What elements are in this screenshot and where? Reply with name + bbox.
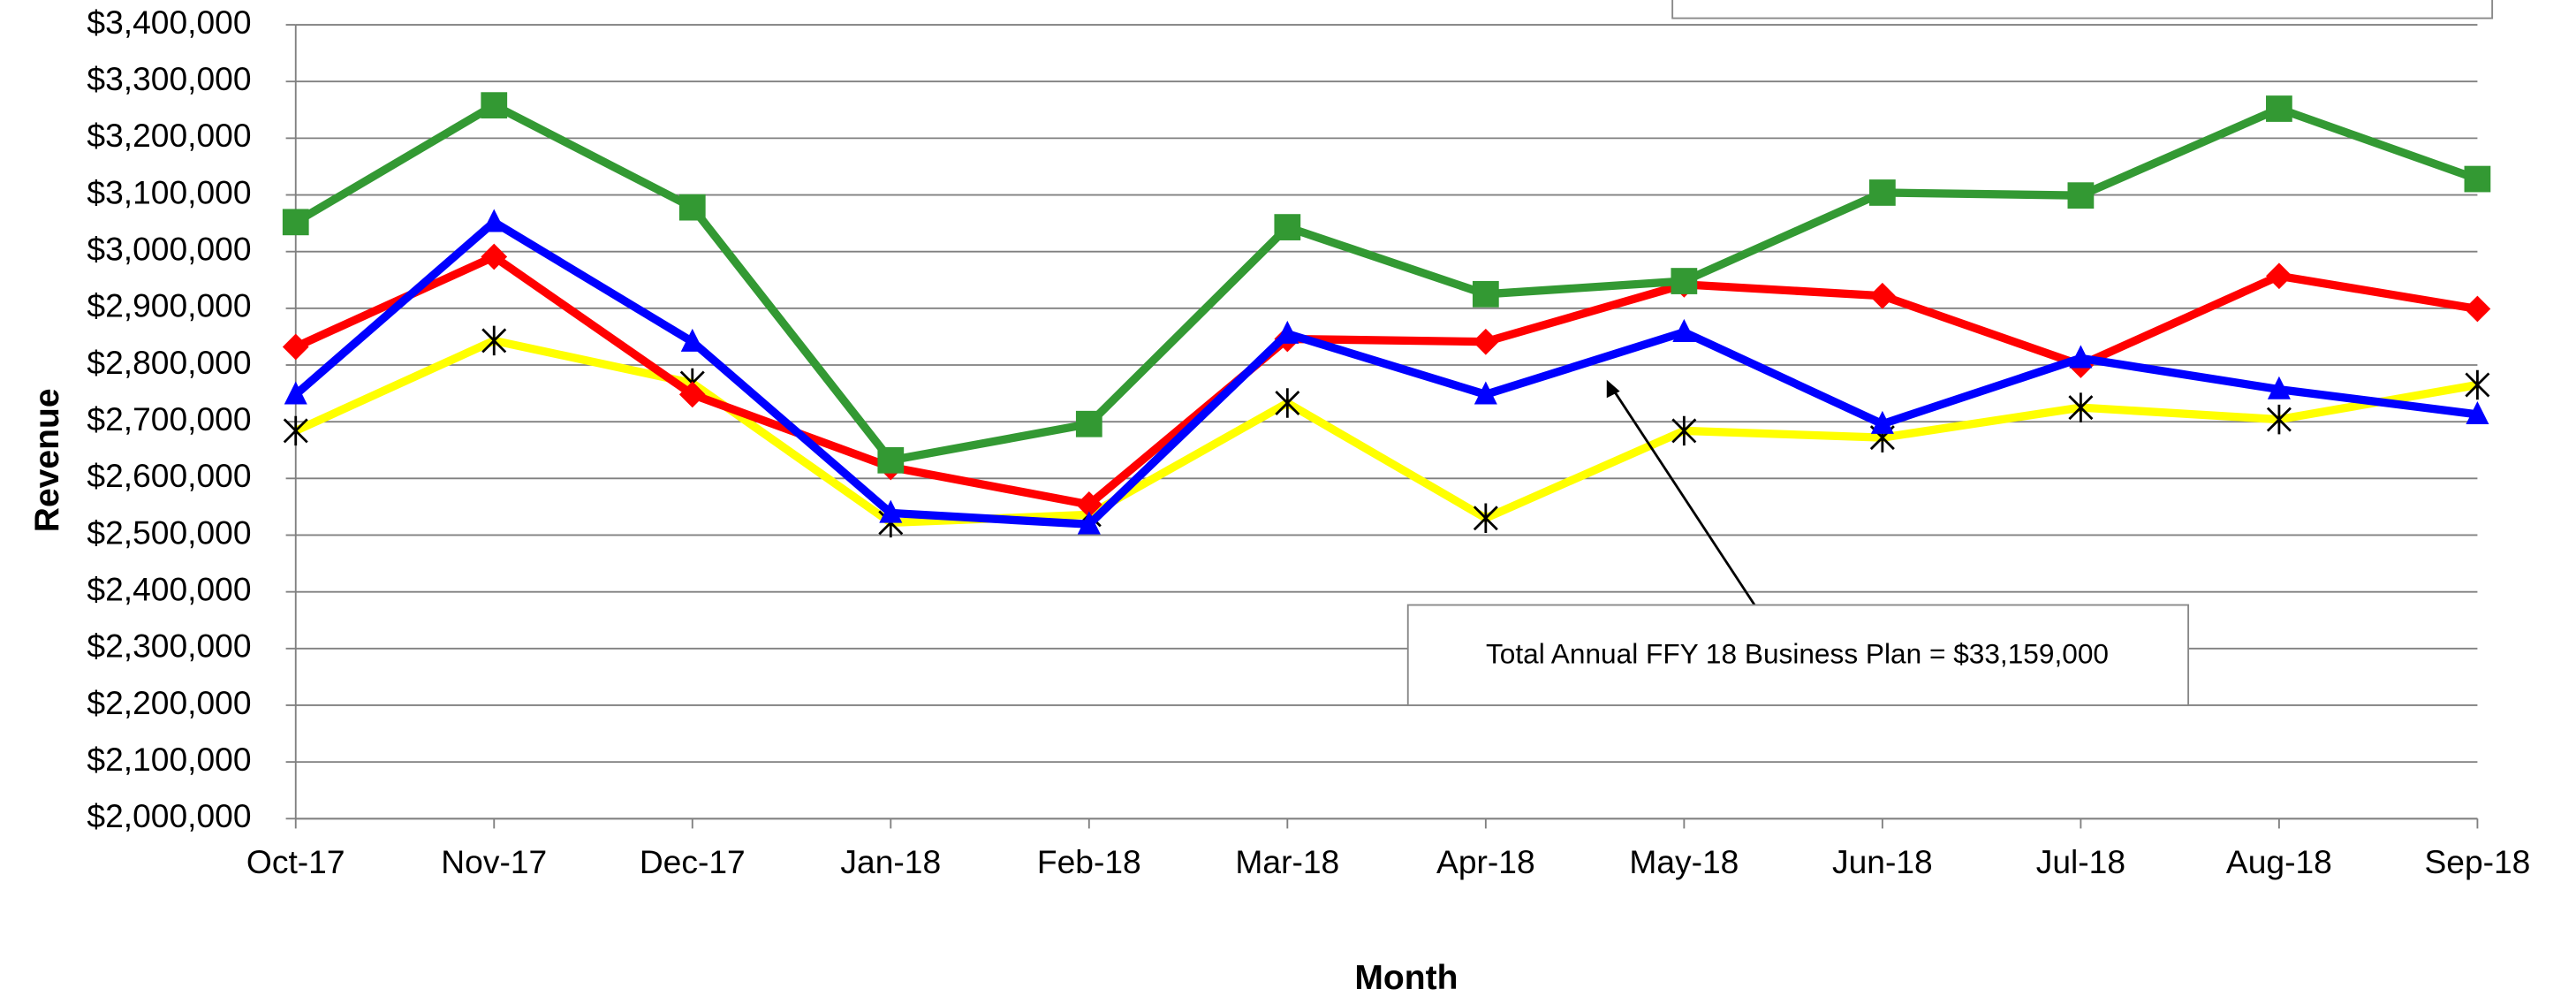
y-tick-label: $2,400,000 <box>87 570 251 607</box>
x-axis-label: Month <box>1354 959 1458 997</box>
marker <box>2267 376 2291 399</box>
legend-box <box>1671 0 2494 19</box>
annotation-box <box>1406 604 2190 706</box>
y-tick-label: $2,500,000 <box>87 513 251 551</box>
y-tick-label: $2,800,000 <box>87 344 251 381</box>
y-tick-label: $3,200,000 <box>87 117 251 154</box>
y-tick-label: $2,900,000 <box>87 287 251 324</box>
series-line <box>292 217 2478 529</box>
marker <box>2068 392 2094 422</box>
marker <box>1473 503 1498 533</box>
x-tick-label: Jan-18 <box>840 843 941 880</box>
x-tick-label: Aug-18 <box>2226 843 2332 880</box>
marker <box>1472 280 1499 308</box>
marker <box>1671 268 1698 294</box>
y-tick-label: $3,000,000 <box>87 231 251 268</box>
y-tick-label: $3,400,000 <box>87 4 251 41</box>
y-tick-label: $2,100,000 <box>87 741 251 778</box>
y-tick-label: $3,100,000 <box>87 173 251 210</box>
marker <box>2266 404 2292 435</box>
marker <box>1472 328 1499 355</box>
x-tick-label: Apr-18 <box>1436 843 1535 880</box>
annotation-arrow <box>1609 384 1756 606</box>
annotation: Total Annual FFY 18 Business Plan = $33,… <box>1486 638 2109 670</box>
x-tick-label: Sep-18 <box>2424 843 2530 880</box>
grid: $2,000,000 $2,100,000 $2,200,000 $2,300,000… <box>87 4 2530 880</box>
y-tick-label: $2,200,000 <box>87 684 251 721</box>
marker <box>1274 214 1301 240</box>
marker <box>678 381 706 408</box>
marker <box>282 333 309 361</box>
marker <box>2465 369 2490 400</box>
x-tick-label: Nov-17 <box>441 843 547 880</box>
marker <box>1275 388 1300 418</box>
marker <box>2069 345 2093 369</box>
marker <box>2067 182 2095 209</box>
marker <box>879 499 903 523</box>
marker <box>481 243 508 270</box>
x-tick-label: Mar-18 <box>1235 843 1339 880</box>
marker <box>2266 95 2292 122</box>
x-tick-label: Jul-18 <box>2036 843 2125 880</box>
marker <box>2464 295 2491 323</box>
x-tick-label: Oct-17 <box>246 843 345 880</box>
marker <box>1077 511 1101 535</box>
marker <box>481 325 507 356</box>
marker <box>680 328 704 352</box>
marker <box>678 194 706 221</box>
marker <box>1672 318 1696 342</box>
plot <box>282 92 2491 538</box>
x-tick-label: Feb-18 <box>1037 843 1141 880</box>
y-tick-label: $2,700,000 <box>87 400 251 437</box>
marker <box>482 209 506 232</box>
x-tick-label: May-18 <box>1629 843 1739 880</box>
marker <box>1075 410 1102 437</box>
y-tick-label: $3,300,000 <box>87 60 251 97</box>
marker <box>1870 410 1894 434</box>
marker <box>1868 282 1896 309</box>
y-tick-label: $2,600,000 <box>87 457 251 494</box>
marker <box>283 415 308 446</box>
y-axis-label: Revenue <box>28 388 66 532</box>
marker <box>1868 179 1896 206</box>
x-tick-label: Jun-18 <box>1832 843 1933 880</box>
marker <box>1671 415 1697 446</box>
y-tick-label: $2,000,000 <box>87 797 251 834</box>
marker <box>2464 165 2491 193</box>
marker <box>282 209 309 236</box>
marker <box>877 446 905 474</box>
marker <box>1276 320 1299 344</box>
marker <box>2266 262 2292 290</box>
marker <box>1474 381 1497 405</box>
marker <box>2466 400 2489 424</box>
x-tick-label: Dec-17 <box>640 843 746 880</box>
marker <box>481 92 508 119</box>
series-line <box>293 252 2479 509</box>
series-line <box>293 101 2479 465</box>
arrow-head <box>1606 379 1620 399</box>
marker <box>284 381 307 405</box>
y-tick-label: $2,300,000 <box>87 628 251 665</box>
